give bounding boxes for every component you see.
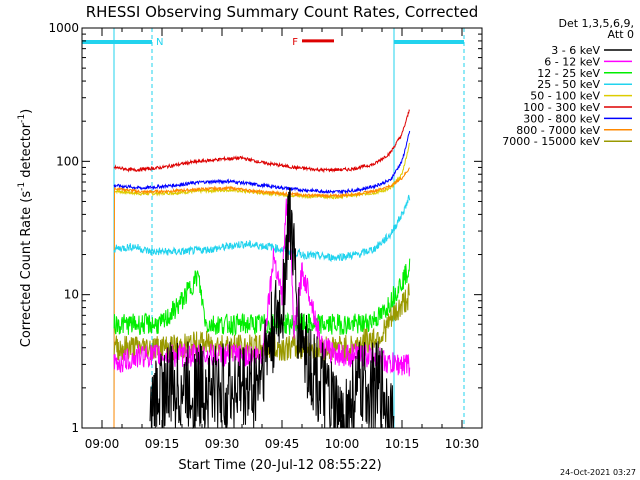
y-tick-label: 10 xyxy=(64,288,79,302)
night-flag-label: N xyxy=(156,37,163,48)
x-axis-label: Start Time (20-Jul-12 08:55:22) xyxy=(178,458,381,473)
x-tick-label: 10:30 xyxy=(445,437,480,451)
legend-label-1: 6 - 12 keV xyxy=(544,55,600,68)
x-tick-label: 10:15 xyxy=(385,437,420,451)
series-line-5 xyxy=(113,109,410,174)
footer-date: 24-Oct-2021 03:27 xyxy=(560,468,636,477)
axes: 1 10 100 1000 09:00 09:15 09:30 09:45 10:00 10:15… xyxy=(48,21,483,451)
y-axis-label-sup1: -1 xyxy=(17,182,27,191)
legend-label-5: 100 - 300 keV xyxy=(523,101,600,114)
legend-label-4: 50 - 100 keV xyxy=(530,90,600,103)
series-layer xyxy=(113,109,411,430)
y-axis-label: Corrected Count Rate (s-1 detector-1) xyxy=(17,109,34,347)
y-axis-label-sup2: -1 xyxy=(17,114,27,123)
chart-title: RHESSI Observing Summary Count Rates, Co… xyxy=(86,3,479,21)
series-line-2 xyxy=(113,258,411,337)
series-line-0 xyxy=(149,187,395,430)
series-line-6 xyxy=(113,130,411,195)
legend-label-2: 12 - 25 keV xyxy=(537,67,600,80)
x-tick-label: 09:15 xyxy=(145,437,180,451)
x-tick-label: 09:45 xyxy=(265,437,300,451)
series-line-3 xyxy=(113,194,411,263)
flare-flag-label: F xyxy=(292,37,298,48)
legend-label-0: 3 - 6 keV xyxy=(551,44,600,57)
y-axis-label-mid: detector xyxy=(19,122,34,182)
legend-label-3: 25 - 50 keV xyxy=(537,78,600,91)
y-axis-label-main: Corrected Count Rate (s xyxy=(19,191,34,348)
x-tick-label: 10:00 xyxy=(325,437,360,451)
legend-label-7: 800 - 7000 keV xyxy=(516,124,600,137)
legend-header-line1: Det 1,3,5,6,9, xyxy=(558,17,634,30)
legend-label-6: 300 - 800 keV xyxy=(523,112,600,125)
legend-header-line2: Att 0 xyxy=(608,28,634,41)
x-tick-label: 09:30 xyxy=(205,437,240,451)
series-line-7 xyxy=(113,167,410,429)
legend-label-8: 7000 - 15000 keV xyxy=(502,135,600,148)
y-axis-label-end: ) xyxy=(19,109,34,114)
x-tick-label: 09:00 xyxy=(85,437,120,451)
y-tick-label: 1000 xyxy=(48,21,79,35)
y-tick-label: 100 xyxy=(56,154,79,168)
y-tick-label: 1 xyxy=(71,421,79,435)
